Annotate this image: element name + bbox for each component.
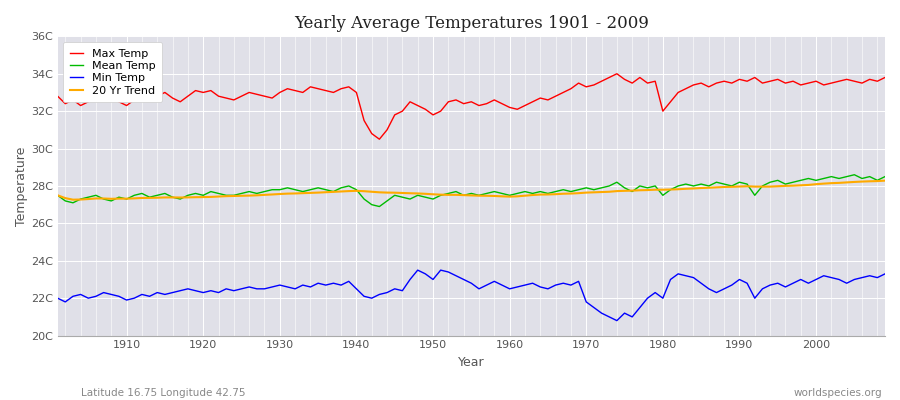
Min Temp: [328, 281, 338, 286]
Max Temp: [879, 75, 890, 80]
Mean Temp: [374, 204, 385, 209]
Max Temp: [504, 105, 515, 110]
Mean Temp: [328, 189, 338, 194]
Text: worldspecies.org: worldspecies.org: [794, 388, 882, 398]
20 Yr Trend: [290, 191, 301, 196]
Mean Temp: [504, 193, 515, 198]
Min Temp: [512, 284, 523, 289]
Line: Max Temp: Max Temp: [58, 74, 885, 139]
Mean Temp: [512, 191, 523, 196]
Line: Min Temp: Min Temp: [58, 270, 885, 321]
Min Temp: [113, 294, 124, 299]
20 Yr Trend: [68, 197, 78, 202]
Max Temp: [374, 137, 385, 142]
20 Yr Trend: [336, 189, 346, 194]
Line: 20 Yr Trend: 20 Yr Trend: [58, 181, 885, 200]
X-axis label: Year: Year: [458, 356, 484, 369]
Max Temp: [604, 75, 615, 80]
20 Yr Trend: [604, 189, 615, 194]
Mean Temp: [282, 186, 292, 190]
Min Temp: [52, 296, 63, 300]
Max Temp: [52, 94, 63, 98]
Max Temp: [328, 90, 338, 95]
Mean Temp: [52, 193, 63, 198]
Max Temp: [282, 86, 292, 91]
Title: Yearly Average Temperatures 1901 - 2009: Yearly Average Temperatures 1901 - 2009: [294, 15, 649, 32]
Min Temp: [879, 272, 890, 276]
Min Temp: [282, 284, 292, 289]
20 Yr Trend: [122, 196, 132, 201]
20 Yr Trend: [52, 193, 63, 198]
Legend: Max Temp, Mean Temp, Min Temp, 20 Yr Trend: Max Temp, Mean Temp, Min Temp, 20 Yr Tre…: [63, 42, 162, 102]
Min Temp: [412, 268, 423, 272]
Max Temp: [512, 107, 523, 112]
Min Temp: [504, 286, 515, 291]
20 Yr Trend: [879, 178, 890, 183]
Min Temp: [604, 314, 615, 319]
Mean Temp: [604, 184, 615, 188]
Max Temp: [611, 71, 622, 76]
Mean Temp: [849, 172, 859, 177]
Min Temp: [611, 318, 622, 323]
Y-axis label: Temperature: Temperature: [15, 146, 28, 226]
Mean Temp: [879, 174, 890, 179]
Mean Temp: [113, 195, 124, 200]
Max Temp: [113, 99, 124, 104]
20 Yr Trend: [512, 194, 523, 199]
20 Yr Trend: [504, 194, 515, 199]
Line: Mean Temp: Mean Temp: [58, 175, 885, 206]
Text: Latitude 16.75 Longitude 42.75: Latitude 16.75 Longitude 42.75: [81, 388, 246, 398]
